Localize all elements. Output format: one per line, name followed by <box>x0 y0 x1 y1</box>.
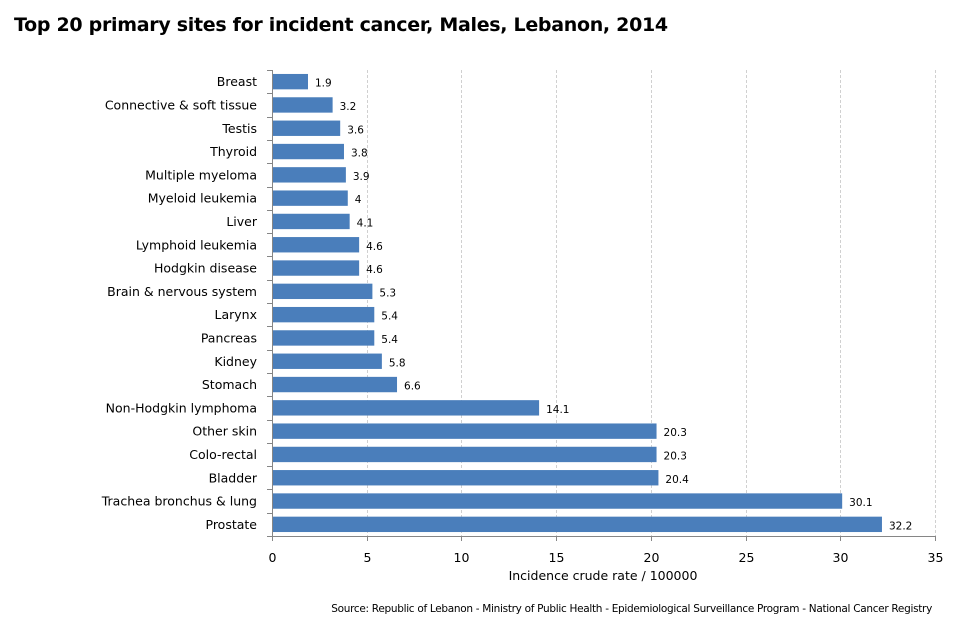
source-note: Source: Republic of Lebanon - Ministry o… <box>331 603 932 615</box>
bar <box>273 516 882 533</box>
category-label: Myeloid leukemia <box>148 191 257 206</box>
bar <box>273 73 308 90</box>
value-label: 6.6 <box>404 381 421 393</box>
bar <box>273 260 360 276</box>
bar <box>273 423 657 439</box>
bar <box>273 213 350 230</box>
x-tick-label: 10 <box>454 550 470 565</box>
bar <box>273 376 398 393</box>
bar <box>273 470 659 486</box>
value-label: 3.9 <box>353 171 370 183</box>
value-label: 4.1 <box>357 217 374 229</box>
value-label: 4 <box>355 194 362 206</box>
value-label: 5.3 <box>379 287 396 299</box>
bar <box>273 237 360 253</box>
x-tick-label: 5 <box>364 550 372 565</box>
value-label: 5.4 <box>381 334 398 346</box>
category-label: Lymphoid leukemia <box>136 237 257 252</box>
category-label: Thyroid <box>209 144 257 159</box>
value-label: 3.2 <box>340 101 357 113</box>
category-label: Breast <box>217 74 257 89</box>
value-label: 32.2 <box>889 520 912 532</box>
category-label: Non-Hodgkin lymphoma <box>106 400 257 415</box>
value-label: 30.1 <box>849 497 872 509</box>
chart-title: Top 20 primary sites for incident cancer… <box>14 14 668 36</box>
bars: Breast 1.9 Connective & soft tissue 3.2 Test… <box>101 73 912 533</box>
x-tick-label: 15 <box>549 550 565 565</box>
value-label: 5.4 <box>381 311 398 323</box>
category-label: Kidney <box>214 354 257 369</box>
bar <box>273 306 375 323</box>
category-label: Larynx <box>215 307 257 322</box>
bar <box>273 353 382 369</box>
category-label: Bladder <box>209 470 258 485</box>
value-label: 4.6 <box>366 264 383 276</box>
gridlines <box>367 70 936 536</box>
value-label: 20.4 <box>665 474 689 486</box>
category-label: Prostate <box>206 517 258 532</box>
value-label: 3.8 <box>351 148 368 160</box>
category-label: Testis <box>221 121 257 136</box>
bar <box>273 330 375 346</box>
x-tick-label: 25 <box>739 550 755 565</box>
bar <box>273 493 843 509</box>
category-label: Colo-rectal <box>189 447 257 462</box>
value-label: 3.6 <box>347 124 364 136</box>
value-label: 20.3 <box>664 427 687 439</box>
bar <box>273 190 348 206</box>
category-label: Connective & soft tissue <box>105 97 257 112</box>
x-tick-label: 30 <box>833 550 849 565</box>
category-label: Brain & nervous system <box>107 284 257 299</box>
category-label: Pancreas <box>201 330 257 345</box>
bar <box>273 446 657 463</box>
axes: 0 5 10 15 20 25 30 35 <box>267 70 943 565</box>
category-label: Trachea bronchus & lung <box>101 494 257 509</box>
value-label: 14.1 <box>546 404 569 416</box>
value-label: 4.6 <box>366 241 383 253</box>
bar <box>273 283 373 300</box>
x-tick-label: 0 <box>269 550 277 565</box>
x-axis-title: Incidence crude rate / 100000 <box>509 568 698 583</box>
bar <box>273 97 333 113</box>
category-label: Other skin <box>192 424 257 439</box>
x-tick-label: 35 <box>928 550 944 565</box>
bar <box>273 400 540 416</box>
bar <box>273 167 346 183</box>
value-label: 5.8 <box>389 357 406 369</box>
category-label: Liver <box>226 214 258 229</box>
x-tick-label: 20 <box>644 550 660 565</box>
bar <box>273 120 341 136</box>
category-label: Multiple myeloma <box>145 167 257 182</box>
value-label: 20.3 <box>664 450 687 462</box>
category-label: Hodgkin disease <box>154 261 257 276</box>
category-label: Stomach <box>202 377 257 392</box>
value-label: 1.9 <box>315 78 332 90</box>
bar <box>273 143 344 160</box>
